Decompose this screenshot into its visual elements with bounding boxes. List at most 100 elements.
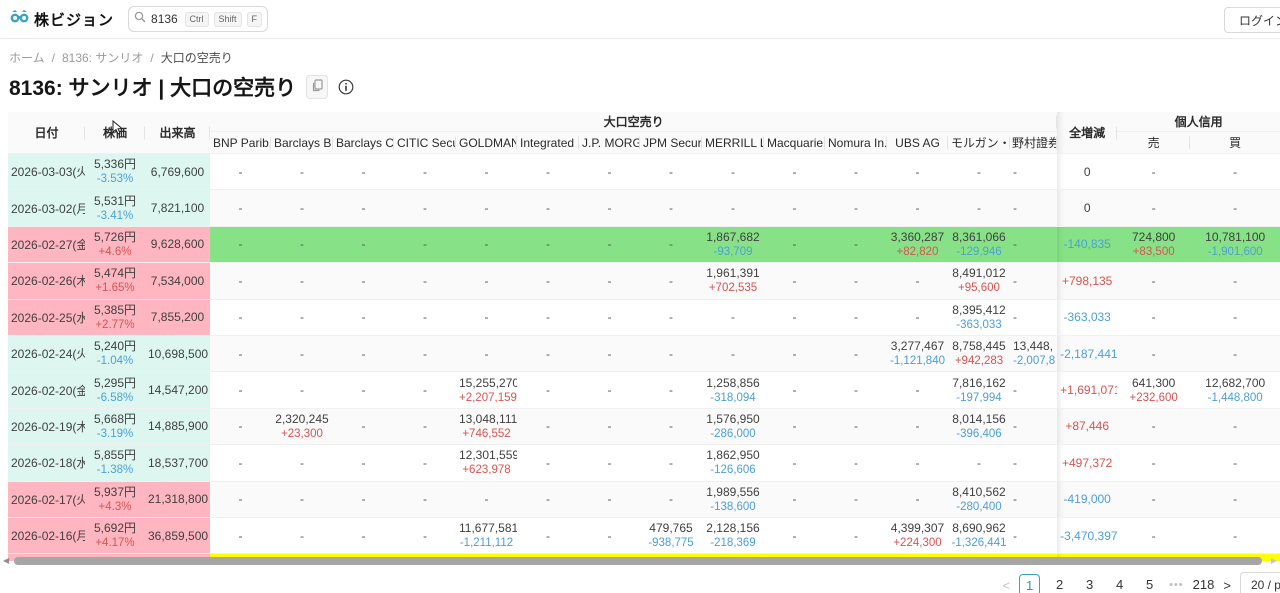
cell-broker: -	[333, 190, 394, 227]
scroll-left-icon[interactable]: ◀	[3, 556, 10, 565]
cell-broker: 7,816,162 -197,994	[948, 372, 1010, 409]
cell-price: 5,295円 -6.58%	[85, 372, 145, 409]
column-header-broker[interactable]: モルガン・...	[948, 132, 1010, 154]
copy-button[interactable]	[306, 75, 329, 99]
pagination-page-3[interactable]: 3	[1085, 577, 1094, 592]
column-header-broker[interactable]: Nomura In...	[825, 132, 887, 154]
cell-total-change: 0	[1057, 154, 1118, 191]
cell-volume: 18,537,700	[145, 445, 210, 482]
cell-broker: 15,255,270 +2,207,159	[456, 372, 517, 409]
column-header-broker[interactable]: Barclays B...	[271, 132, 333, 154]
column-header-broker[interactable]: Barclays C...	[333, 132, 394, 154]
column-header-credit-sell[interactable]: 売	[1117, 132, 1191, 154]
table-row[interactable]: 2026-02-27(金) 5,726円 +4.6% 9,628,600- - - - - - -…	[8, 226, 1280, 264]
table-row[interactable]: 2026-02-24(火) 5,240円 -1.04% 10,698,500- - - - -…	[8, 335, 1280, 373]
breadcrumb: ホーム / 8136: サンリオ / 大口の空売り	[9, 49, 233, 66]
column-header-broker[interactable]: Integrated ...	[517, 132, 579, 154]
pagination-page-2[interactable]: 2	[1055, 577, 1064, 592]
info-icon[interactable]	[338, 79, 354, 95]
column-header-broker[interactable]: CITIC Secu...	[394, 132, 456, 154]
cell-broker: 1,989,556 -138,600	[702, 481, 764, 518]
pagination-prev-button[interactable]: <	[1002, 577, 1011, 593]
pagination-page-4[interactable]: 4	[1115, 577, 1124, 592]
table-row[interactable]: 2026-02-16(月) 5,692円 +4.17% 36,859,500- - - -1…	[8, 517, 1280, 555]
cell-broker: -	[456, 263, 517, 300]
column-header-broker[interactable]: JPM Securi...	[640, 132, 702, 154]
cell-credit-sell: -	[1117, 481, 1191, 518]
cell-broker: -	[948, 190, 1010, 227]
cell-broker: -	[517, 481, 579, 518]
cell-volume: 7,855,200	[145, 299, 210, 336]
cell-total-change: -2,187,441	[1057, 335, 1118, 373]
cell-broker: -	[517, 190, 579, 227]
pagination: <12 3 4 5 ••• 218 >20 / page	[1003, 572, 1280, 593]
table-row[interactable]: 2026-02-18(水) 5,855円 -1.38% 18,537,700- - - -1…	[8, 445, 1280, 482]
scrollbar-thumb[interactable]	[14, 557, 1262, 565]
column-header-broker[interactable]: J.P. MORG...	[579, 132, 640, 154]
scroll-right-icon[interactable]: ▶	[1270, 556, 1277, 565]
cell-broker: -	[210, 154, 271, 191]
cell-broker: -	[210, 190, 271, 227]
breadcrumb-home[interactable]: ホーム	[9, 51, 45, 65]
cell-broker: -	[394, 335, 456, 373]
horizontal-scrollbar: ◀ ▶	[0, 556, 1280, 567]
table-row[interactable]: 2026-02-17(火) 5,937円 +4.3% 21,318,800- - - - - -…	[8, 481, 1280, 518]
cell-price: 5,855円 -1.38%	[85, 445, 145, 482]
breadcrumb-current: 大口の空売り	[160, 51, 233, 65]
column-header-price[interactable]: 株価	[85, 112, 145, 154]
cell-broker: -	[394, 408, 456, 446]
table-row[interactable]: 2026-02-25(水) 5,385円 +2.77% 7,855,200- - - - - -…	[8, 299, 1280, 336]
login-button[interactable]: ログイン	[1223, 7, 1280, 33]
column-header-total-change[interactable]: 全増減	[1057, 112, 1118, 154]
cell-credit-buy: -	[1190, 481, 1280, 518]
cell-volume: 7,534,000	[145, 263, 210, 300]
column-header-broker[interactable]: GOLDMAN...	[456, 132, 517, 154]
cell-broker: -	[394, 190, 456, 227]
cell-broker: -	[825, 481, 887, 518]
column-header-broker[interactable]: Macquarie...	[764, 132, 825, 154]
search-input[interactable]: 8136 Ctrl Shift F	[128, 6, 269, 32]
cell-broker: -	[764, 335, 825, 373]
column-header-credit-buy[interactable]: 買	[1190, 132, 1280, 154]
cell-broker: -	[456, 299, 517, 336]
pagination-page-218[interactable]: 218	[1192, 577, 1215, 592]
cell-credit-buy: -	[1190, 335, 1280, 373]
column-header-date[interactable]: 日付	[8, 112, 85, 154]
cell-credit-sell: -	[1117, 263, 1191, 300]
cell-broker: -	[640, 154, 702, 191]
cell-price: 5,336円 -3.53%	[85, 154, 145, 191]
cell-credit-buy: -	[1190, 445, 1280, 482]
cell-broker: -	[1010, 408, 1058, 446]
pagination-next-button[interactable]: >	[1223, 577, 1231, 593]
table-row[interactable]: 2026-02-20(金) 5,295円 -6.58% 14,547,200- - - -1…	[8, 372, 1280, 409]
column-header-broker[interactable]: UBS AG	[887, 132, 948, 154]
cell-broker: -	[1010, 372, 1058, 409]
cell-broker: -	[271, 481, 333, 518]
cell-broker: -	[517, 408, 579, 446]
cell-date: 2026-02-26(木)	[8, 263, 85, 300]
page-title: 8136: サンリオ | 大口の空売り	[9, 77, 297, 100]
cell-broker: -	[394, 517, 456, 555]
table-row[interactable]: 2026-02-19(木) 5,668円 -3.19% 14,885,900-2,32…	[8, 408, 1280, 446]
cell-broker: -	[271, 190, 333, 227]
cell-broker: -	[456, 190, 517, 227]
cell-broker: -	[640, 481, 702, 518]
cell-broker: -	[271, 517, 333, 555]
pagination-page-5[interactable]: 5	[1145, 577, 1154, 592]
cell-broker: -	[333, 226, 394, 264]
column-header-broker[interactable]: 野村證券株	[1010, 132, 1058, 154]
column-header-broker[interactable]: MERRILL L...	[702, 132, 764, 154]
pagination-page-1[interactable]: 1	[1019, 574, 1041, 593]
table-row[interactable]: 2026-03-02(月) 5,531円 -3.41% 7,821,100- - - - - -…	[8, 190, 1280, 227]
column-header-volume[interactable]: 出来高	[145, 112, 210, 154]
breadcrumb-stock[interactable]: 8136: サンリオ	[61, 51, 144, 65]
search-value: 8136	[151, 12, 178, 26]
column-header-broker[interactable]: BNP Parib...	[210, 132, 271, 154]
cell-broker: 8,758,445 +942,283	[948, 335, 1010, 373]
table-row[interactable]: 2026-02-26(木) 5,474円 +1.65% 7,534,000- - - - - -…	[8, 263, 1280, 300]
brand[interactable]: 株ビジョン	[10, 9, 114, 30]
cell-date: 2026-02-16(月)	[8, 517, 85, 555]
cell-broker: -	[825, 190, 887, 227]
table-row[interactable]: 2026-03-03(火) 5,336円 -3.53% 6,769,600- - - - - -…	[8, 154, 1280, 191]
page-size-select[interactable]: 20 / page	[1239, 572, 1280, 593]
